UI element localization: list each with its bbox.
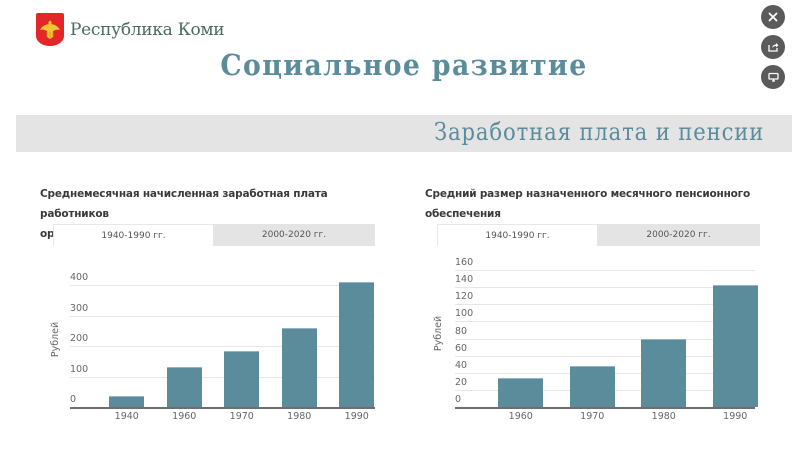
- x-tick-label: 1990: [723, 411, 748, 422]
- chart-salary: Среднемесячная начисленная заработная пл…: [40, 184, 380, 444]
- y-tick-label: 20: [455, 376, 468, 388]
- logo-text: Республика Коми: [70, 19, 225, 40]
- y-axis-label: Рублей: [50, 321, 62, 358]
- close-icon: [768, 12, 778, 22]
- bar-1970[interactable]: [569, 365, 615, 407]
- y-tick-label: 100: [455, 308, 474, 320]
- present-button[interactable]: [761, 65, 785, 89]
- gridline: [70, 315, 375, 317]
- x-tick-label: 1960: [172, 411, 197, 422]
- bar-plot: 0 100 200 300 400 1940 1960 1970 1980 1990: [70, 184, 375, 444]
- y-tick-label: 60: [455, 342, 468, 354]
- bar-plot: 0 20 40 60 80 100 120 140 160 1960 1970 1980 1990: [455, 184, 760, 444]
- y-tick-label: 40: [455, 359, 468, 371]
- gridline: [455, 304, 755, 306]
- x-tick-label: 1970: [229, 411, 254, 422]
- chart-title-line: Среднемесячная начисленная заработная пл…: [40, 188, 328, 220]
- y-tick-label: 140: [455, 274, 474, 286]
- y-tick-label: 0: [70, 394, 77, 405]
- coat-of-arms-icon: [36, 13, 64, 46]
- x-tick-label: 1960: [508, 411, 533, 422]
- tab-1940-1990[interactable]: 1940-1990 гг.: [53, 224, 213, 246]
- monitor-icon: [767, 72, 779, 82]
- tab-2000-2020[interactable]: 2000-2020 гг.: [213, 224, 375, 246]
- y-axis-label: Рублей: [433, 315, 445, 352]
- y-tick-label: 120: [455, 291, 474, 303]
- gridline: [455, 287, 755, 289]
- close-button[interactable]: [761, 5, 785, 29]
- gridline: [70, 376, 375, 378]
- x-tick-label: 1980: [287, 411, 312, 422]
- gridline: [70, 285, 375, 286]
- x-tick-label: 1980: [651, 411, 676, 422]
- bar-1980[interactable]: [281, 327, 317, 407]
- section-title: Заработная плата и пенсии: [433, 118, 764, 146]
- y-tick-label: 100: [70, 363, 89, 375]
- x-tick-label: 1940: [114, 411, 139, 422]
- y-tick-label: 160: [455, 257, 474, 268]
- logo[interactable]: Республика Коми: [36, 13, 225, 46]
- y-tick-label: 200: [70, 333, 89, 344]
- bar-1980[interactable]: [641, 338, 687, 407]
- bar-1940[interactable]: [109, 396, 145, 407]
- bar-1960[interactable]: [498, 377, 544, 407]
- tab-1940-1990[interactable]: 1940-1990 гг.: [437, 224, 597, 246]
- side-toolbar: [761, 5, 785, 89]
- tab-2000-2020[interactable]: 2000-2020 гг.: [597, 224, 760, 246]
- y-tick-label: 400: [70, 272, 89, 283]
- x-tick-label: 1990: [344, 411, 369, 422]
- gridline: [455, 338, 755, 340]
- bar-1960[interactable]: [166, 367, 202, 407]
- page-title: Социальное развитие: [220, 48, 588, 82]
- x-tick-label: 1970: [580, 411, 605, 422]
- period-tabs: 1940-1990 гг. 2000-2020 гг.: [53, 224, 375, 246]
- gridline: [455, 270, 755, 271]
- y-tick-label: 0: [455, 394, 462, 405]
- share-icon: [767, 43, 778, 52]
- y-tick-label: 300: [70, 302, 89, 314]
- gridline: [455, 321, 755, 323]
- chart-title-line: Средний размер назначенного месячного пе…: [425, 188, 750, 200]
- section-header: Заработная плата и пенсии: [16, 115, 792, 152]
- bar-1990[interactable]: [712, 284, 758, 407]
- gridline: [70, 346, 375, 347]
- period-tabs: 1940-1990 гг. 2000-2020 гг.: [437, 224, 760, 246]
- chart-title-line: обеспечения: [425, 208, 501, 220]
- x-axis-line: [70, 407, 375, 409]
- x-axis-line: [455, 407, 755, 409]
- chart-pension: Средний размер назначенного месячного пе…: [425, 184, 765, 444]
- bar-1990[interactable]: [339, 281, 375, 407]
- gridline: [455, 355, 755, 357]
- chart-title: Средний размер назначенного месячного пе…: [425, 184, 765, 224]
- bar-1970[interactable]: [224, 350, 260, 407]
- y-tick-label: 80: [455, 325, 468, 337]
- share-button[interactable]: [761, 35, 785, 59]
